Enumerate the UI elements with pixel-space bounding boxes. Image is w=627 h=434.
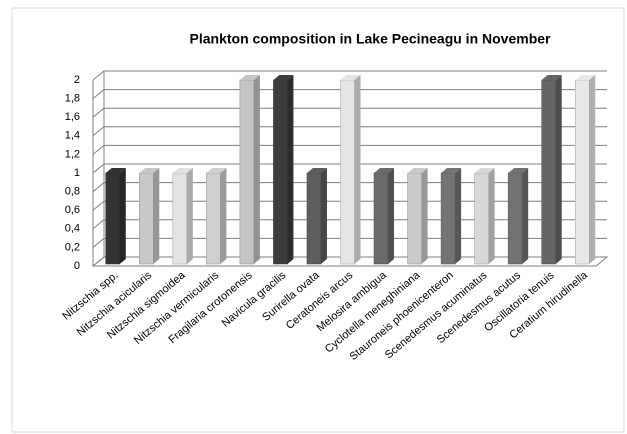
- bar-face: [172, 168, 193, 173]
- bar-face: [340, 79, 355, 265]
- grid-line: [92, 70, 607, 81]
- grid-line: [92, 126, 607, 137]
- y-tick-label: 0,2: [65, 241, 80, 253]
- bar-face: [354, 75, 361, 264]
- grid-line: [92, 256, 607, 267]
- grid-line: [92, 107, 607, 118]
- y-tick-label: 2: [74, 74, 80, 86]
- grid-line: [92, 237, 607, 248]
- y-tick-label: 0,8: [65, 186, 80, 198]
- y-tick-label: 1: [74, 167, 80, 179]
- bar: [474, 168, 495, 265]
- y-tick-label: 0: [74, 260, 80, 272]
- bar-face: [273, 75, 294, 80]
- bar: [206, 168, 227, 265]
- bar-face: [522, 168, 529, 264]
- bar-face: [407, 168, 428, 173]
- bar-face: [306, 168, 327, 173]
- bar: [139, 168, 160, 265]
- bar-face: [455, 168, 462, 264]
- bar-face: [541, 75, 562, 80]
- bar-face: [172, 172, 188, 265]
- bar-face: [206, 172, 221, 265]
- bar-face: [555, 75, 562, 264]
- bar-face: [119, 168, 126, 264]
- bar: [574, 75, 596, 265]
- bar-face: [239, 79, 255, 265]
- bar-face: [273, 79, 288, 265]
- y-tick-label: 1,4: [65, 130, 80, 142]
- bar-face: [440, 172, 456, 265]
- bar: [105, 168, 126, 265]
- y-tick-label: 0,4: [65, 223, 80, 235]
- bar: [172, 168, 193, 265]
- bar-face: [253, 75, 260, 264]
- bar-face: [373, 172, 389, 265]
- bar-face: [488, 168, 495, 264]
- bar-face: [139, 172, 154, 265]
- bar: [239, 75, 260, 265]
- y-tick-label: 1,6: [65, 111, 80, 123]
- bar-face: [320, 168, 327, 264]
- grid-line: [92, 219, 607, 230]
- bar-face: [139, 168, 160, 173]
- bar-face: [407, 172, 422, 265]
- bar-face: [306, 172, 322, 265]
- bar-face: [220, 168, 227, 264]
- bar: [306, 168, 327, 265]
- bar-face: [206, 168, 227, 173]
- y-tick-label: 0,6: [65, 204, 80, 216]
- bar-face: [474, 168, 495, 173]
- bar-face: [388, 168, 395, 264]
- bar-face: [340, 75, 361, 80]
- bar-face: [105, 172, 121, 265]
- bar-face: [508, 168, 529, 173]
- bar-face: [186, 168, 193, 264]
- grid-line: [92, 200, 607, 211]
- bar: [507, 168, 529, 265]
- bar: [541, 75, 562, 265]
- bar-face: [574, 79, 590, 265]
- bar: [340, 75, 361, 265]
- bar-face: [474, 172, 489, 265]
- grid-line: [92, 163, 607, 174]
- bar-face: [507, 172, 523, 265]
- bar: [273, 75, 294, 265]
- bar-face: [589, 75, 596, 264]
- y-tick-label: 1,8: [65, 93, 80, 105]
- bar: [440, 168, 462, 265]
- bar-face: [374, 168, 395, 173]
- bar-face: [239, 75, 260, 80]
- bar-face: [541, 79, 556, 265]
- bar-face: [441, 168, 462, 173]
- bar-face: [287, 75, 294, 264]
- bar-face: [421, 168, 428, 264]
- grid-line: [92, 144, 607, 155]
- grid-line: [92, 89, 607, 99]
- bar-face: [105, 168, 126, 173]
- y-tick-label: 1,2: [65, 148, 80, 160]
- bar-face: [153, 168, 160, 264]
- chart-title: Plankton composition in Lake Pecineagu i…: [190, 31, 552, 47]
- bar: [373, 168, 395, 265]
- bar: [407, 168, 428, 265]
- bar-face: [575, 75, 596, 80]
- grid-line: [92, 182, 607, 192]
